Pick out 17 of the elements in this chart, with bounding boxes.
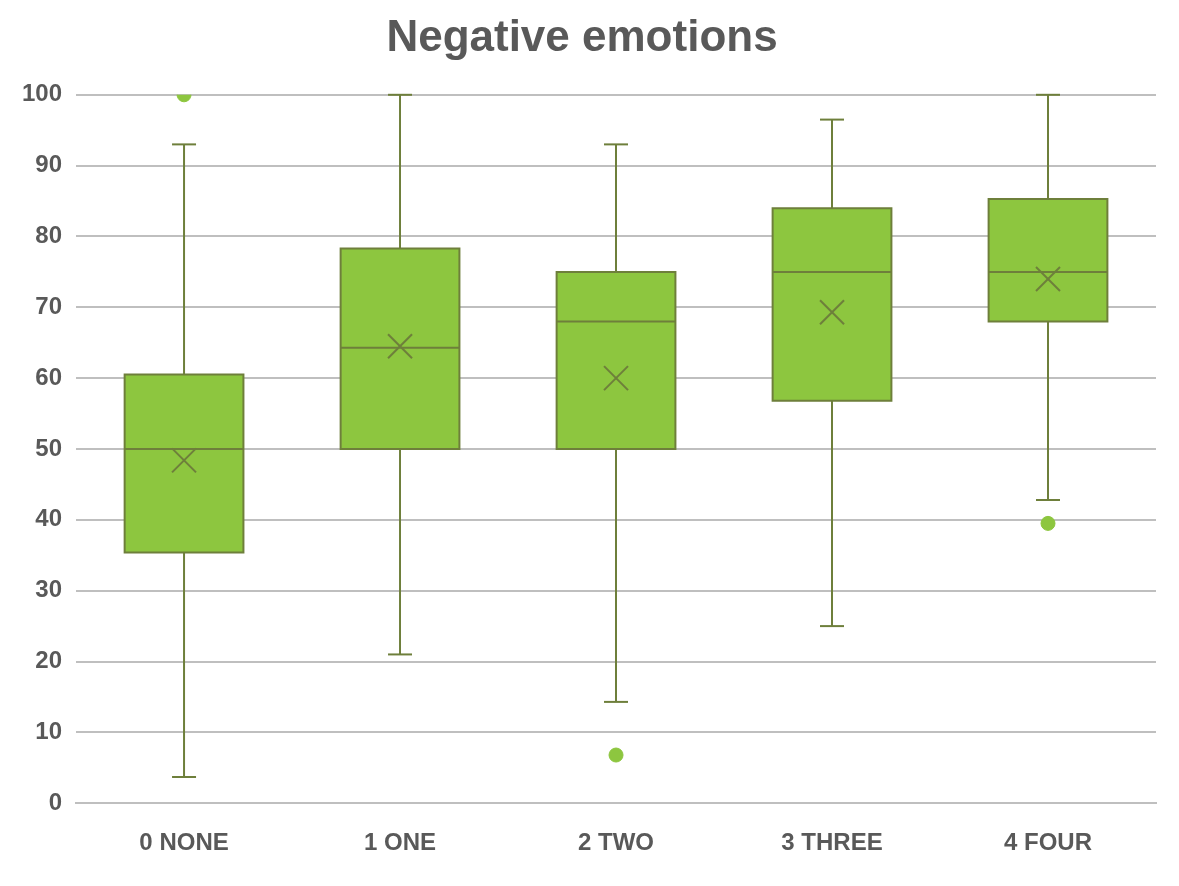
x-tick-label: 3 THREE [781, 828, 883, 856]
y-tick-label: 70 [35, 291, 63, 319]
y-tick-label: 40 [35, 504, 63, 532]
y-tick-label: 30 [35, 575, 63, 603]
y-tick-label: 10 [35, 716, 63, 744]
y-tick-label: 80 [35, 221, 63, 249]
chart-title: Negative emotions [386, 10, 778, 60]
x-tick-label: 4 FOUR [1004, 828, 1093, 856]
y-tick-label: 90 [35, 150, 63, 178]
y-tick-label: 60 [35, 362, 63, 390]
x-tick-label: 1 ONE [364, 828, 437, 856]
y-tick-label: 20 [35, 646, 63, 674]
y-tick-label: 0 [48, 787, 63, 815]
y-tick-label: 100 [22, 79, 63, 107]
x-tick-label: 0 NONE [139, 828, 229, 856]
y-tick-label: 50 [35, 433, 63, 461]
x-tick-label: 2 TWO [578, 828, 655, 856]
